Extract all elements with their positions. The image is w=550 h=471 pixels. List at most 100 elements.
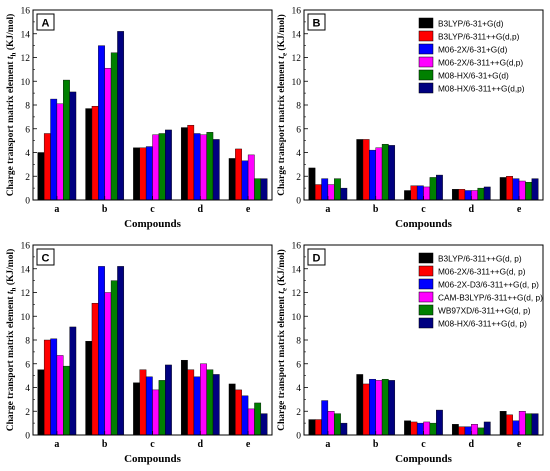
bar-d-s3-c (423, 421, 431, 436)
bar-a-s5-a (69, 91, 77, 201)
panel-letter-frame (36, 248, 55, 266)
y-axis-unit: (KJ/mol) (5, 249, 16, 288)
bar-b-s2-c (416, 185, 424, 201)
y-tick-label: 8 (25, 337, 30, 347)
bar-c-s4-d (206, 369, 214, 436)
x-axis-title: Compounds (395, 453, 453, 465)
bar-b-s0-d (451, 189, 459, 201)
legend-swatch (418, 43, 434, 55)
legend-label: M06-2X/6-311++G(d,p) (438, 58, 523, 68)
legend-swatch (418, 265, 434, 277)
y-tick-label: 4 (296, 384, 301, 394)
bar-a-s0-e (228, 158, 236, 201)
bar-d-s2-a (321, 400, 329, 436)
bar-a-s4-a (63, 79, 70, 201)
bar-b-s1-e (506, 176, 513, 201)
y-tick-label: 8 (296, 337, 301, 347)
y-tick-label: 16 (21, 242, 31, 252)
x-tick-label: e (246, 439, 251, 450)
bar-b-s5-e (531, 178, 539, 201)
y-axis-subscript: e (281, 53, 289, 56)
bar-a-s1-b (91, 105, 99, 201)
bar-d-s0-a (308, 419, 316, 436)
y-tick-label: 6 (25, 360, 30, 370)
y-tick-label: 4 (25, 384, 30, 394)
legend-label: B3LYP/6-311++G(d,p) (438, 32, 520, 42)
legend-label: M06-2X-D3/6-311++G(d, p) (438, 280, 539, 290)
y-tick-label: 12 (21, 289, 31, 299)
bar-d-s2-d (464, 426, 472, 436)
bar-d-s0-d (451, 424, 459, 436)
x-tick-label: e (517, 439, 522, 450)
bar-d-s1-e (506, 414, 513, 436)
y-axis-unit: (KJ/mol) (5, 14, 16, 53)
x-tick-label: b (373, 204, 379, 215)
bar-c-s1-e (235, 389, 242, 436)
x-tick-label: a (54, 204, 59, 215)
bar-d-s3-e (518, 411, 526, 436)
bar-d-s3-a (327, 411, 335, 436)
bar-c-s0-a (37, 369, 45, 436)
bar-a-s0-d (180, 127, 188, 201)
legend: B3LYP/6-31+G(d) B3LYP/6-311++G(d,p) M06-2X… (415, 16, 537, 98)
y-tick-label: 10 (21, 313, 31, 323)
bar-c-s3-b (104, 292, 112, 436)
bar-a-s4-c (158, 133, 166, 201)
bar-c-s2-a (50, 338, 58, 436)
legend-label: M08-HX/6-311++G(d, p) (438, 319, 527, 329)
bar-c-s4-e (254, 402, 262, 436)
bar-group (37, 266, 268, 436)
legend-label: B3LYP/6-31+G(d) (438, 19, 504, 29)
chart-panel-b: 0 2 4 6 8 10 12 14 16 a b c d e Compounds Charge transp… (276, 7, 544, 230)
x-tick-label: b (102, 204, 108, 215)
y-tick-label: 12 (292, 54, 302, 64)
y-axis-subscript: e (281, 288, 289, 291)
bar-d-s0-b (356, 374, 364, 436)
panel-letter-box: D (307, 248, 326, 266)
bar-c-s4-a (63, 365, 70, 436)
y-tick-label: 14 (21, 265, 31, 275)
bar-d-s2-e (512, 420, 520, 436)
bar-c-s3-c (152, 389, 160, 436)
bar-c-s5-b (117, 266, 125, 436)
panel-letter-frame (307, 13, 326, 31)
bar-a-s2-c (145, 146, 153, 201)
y-tick-label: 8 (296, 102, 301, 112)
bar-a-s0-b (85, 108, 93, 201)
bar-group (308, 139, 539, 201)
bar-a-s2-b (98, 45, 105, 201)
bar-c-s1-d (187, 369, 195, 436)
panel-letter-box: A (36, 13, 55, 31)
bar-c-s0-e (228, 383, 236, 436)
y-axis-title: Charge transport matrix element te (KJ/m… (276, 14, 289, 196)
y-tick-label: 0 (25, 197, 30, 207)
legend-label: M06-2X/6-311++G(d, p) (438, 267, 526, 277)
bar-a-s3-d (200, 134, 207, 201)
bar-d-s1-b (362, 383, 370, 436)
bar-d-s4-e (525, 413, 533, 436)
bar-d-s2-b (369, 378, 376, 436)
panel-letter-frame (307, 248, 326, 266)
y-tick-label: 2 (296, 408, 301, 418)
bar-a-s5-d (212, 139, 220, 201)
bar-d-s1-c (410, 421, 418, 436)
bar-c-s1-a (43, 339, 51, 436)
panel-letter-box: B (307, 13, 326, 31)
y-tick-label: 10 (292, 313, 302, 323)
x-tick-label: e (246, 204, 251, 215)
y-axis-subscript: h (10, 52, 18, 56)
bar-a-s1-a (43, 133, 51, 201)
bar-a-s2-d (193, 133, 201, 201)
x-tick-label: c (421, 204, 426, 215)
y-tick-label: 6 (296, 125, 301, 135)
bar-b-s3-d (471, 190, 478, 201)
y-tick-label: 16 (21, 7, 31, 17)
y-tick-label: 10 (292, 78, 302, 88)
legend-swatch (418, 252, 434, 264)
bar-b-s2-a (321, 178, 329, 201)
y-tick-label: 12 (21, 54, 31, 64)
x-tick-label: c (150, 439, 155, 450)
y-axis-title-text: Charge transport matrix element (277, 294, 287, 431)
bar-b-s3-c (423, 186, 431, 201)
